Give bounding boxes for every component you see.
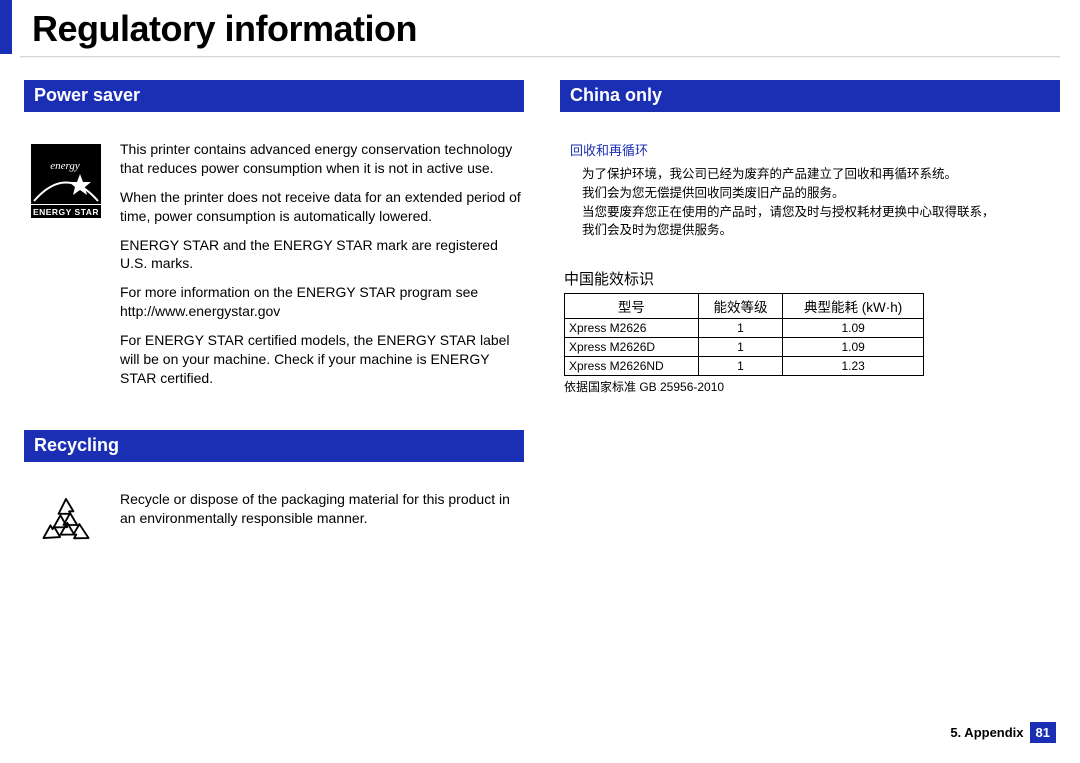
table-row: Xpress M2626ND 1 1.23 — [565, 357, 924, 376]
energy-star-logo: energy ENERGY STAR — [24, 140, 108, 398]
power-saver-block: energy ENERGY STAR This printer contains… — [24, 140, 524, 398]
power-saver-para-1: This printer contains advanced energy co… — [120, 140, 524, 178]
col-model: 型号 — [565, 294, 699, 319]
page-title: Regulatory information — [32, 8, 1080, 50]
right-column: China only 回收和再循环 为了保护环境，我公司已经为废弃的产品建立了回… — [560, 80, 1060, 588]
china-lines: 为了保护环境，我公司已经为废弃的产品建立了回收和再循环系统。 我们会为您无偿提供… — [582, 165, 1060, 240]
left-column: Power saver energy ENERGY STAR This prin… — [24, 80, 524, 588]
table-row: Xpress M2626 1 1.09 — [565, 319, 924, 338]
power-saver-heading: Power saver — [24, 80, 524, 112]
china-heading: China only — [560, 80, 1060, 112]
china-line-4: 我们会及时为您提供服务。 — [582, 221, 1060, 240]
col-level: 能效等级 — [698, 294, 783, 319]
power-saver-para-4: For more information on the ENERGY STAR … — [120, 283, 524, 321]
power-saver-text: This printer contains advanced energy co… — [120, 140, 524, 398]
china-line-1: 为了保护环境，我公司已经为废弃的产品建立了回收和再循环系统。 — [582, 165, 1060, 184]
content-columns: Power saver energy ENERGY STAR This prin… — [0, 58, 1080, 588]
recycling-block: Recycle or dispose of the packaging mate… — [24, 490, 524, 556]
china-line-2: 我们会为您无偿提供回收同类废旧产品的服务。 — [582, 184, 1060, 203]
recycling-heading: Recycling — [24, 430, 524, 462]
china-block: 回收和再循环 为了保护环境，我公司已经为废弃的产品建立了回收和再循环系统。 我们… — [560, 140, 1060, 395]
page-footer: 5. Appendix 81 — [950, 722, 1056, 743]
china-table-note: 依据国家标准 GB 25956-2010 — [564, 378, 1060, 395]
table-row: Xpress M2626D 1 1.09 — [565, 338, 924, 357]
china-subheading: 回收和再循环 — [570, 140, 1060, 159]
energy-star-text: ENERGY STAR — [31, 204, 101, 218]
china-energy-table: 型号 能效等级 典型能耗 (kW·h) Xpress M2626 1 1.09 … — [564, 293, 924, 376]
power-saver-para-5: For ENERGY STAR certified models, the EN… — [120, 331, 524, 388]
footer-page-number: 81 — [1030, 722, 1056, 743]
china-line-3: 当您要废弃您正在使用的产品时，请您及时与授权耗材更换中心取得联系， — [582, 203, 1060, 222]
power-saver-para-2: When the printer does not receive data f… — [120, 188, 524, 226]
table-header-row: 型号 能效等级 典型能耗 (kW·h) — [565, 294, 924, 319]
col-energy: 典型能耗 (kW·h) — [783, 294, 924, 319]
recycling-text: Recycle or dispose of the packaging mate… — [120, 490, 524, 556]
power-saver-para-3: ENERGY STAR and the ENERGY STAR mark are… — [120, 236, 524, 274]
page-title-bar: Regulatory information — [0, 0, 1080, 54]
svg-text:energy: energy — [50, 160, 80, 172]
recycling-para: Recycle or dispose of the packaging mate… — [120, 490, 524, 528]
footer-section: 5. Appendix — [950, 725, 1023, 740]
china-energy-label: 中国能效标识 — [564, 268, 1060, 289]
recycle-icon — [24, 490, 108, 556]
